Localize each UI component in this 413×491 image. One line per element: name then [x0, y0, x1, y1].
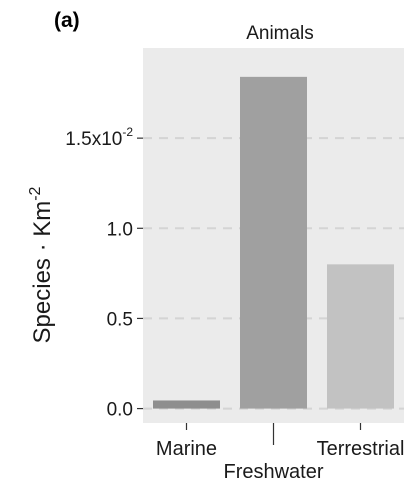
- y-tick-label-text: 0.5: [107, 309, 133, 330]
- y-axis-title-text: Species · Km: [29, 201, 56, 344]
- y-tick-label: 1.0: [107, 219, 133, 240]
- bar-marine: [153, 400, 220, 409]
- chart-title: Animals: [246, 23, 314, 44]
- y-tick-label: 1.5x10-2: [65, 125, 133, 150]
- y-tick-label-exponent: -2: [122, 125, 133, 139]
- y-tick-label: 0.5: [107, 309, 133, 330]
- y-tick-label-text: 0.0: [107, 400, 133, 421]
- x-tick-label-marine: Marine: [156, 438, 217, 460]
- y-tick-label: 0.0: [107, 400, 133, 421]
- panel-label: (a): [54, 9, 80, 32]
- x-tick-label-terrestrial: Terrestrial: [317, 438, 405, 460]
- y-axis: 0.0 0.5 1.0 1.5x10-2: [65, 125, 143, 421]
- y-axis-title: Species · Km-2: [27, 186, 56, 343]
- bar-terrestrial: [327, 264, 394, 409]
- bars: [153, 76, 394, 409]
- y-tick-label-text: 1.5x10: [65, 129, 122, 150]
- bar-freshwater: [240, 76, 307, 409]
- x-tick-label-freshwater: Freshwater: [223, 461, 323, 483]
- y-tick-label-text: 1.0: [107, 219, 133, 240]
- y-axis-title-exponent: -2: [27, 186, 44, 200]
